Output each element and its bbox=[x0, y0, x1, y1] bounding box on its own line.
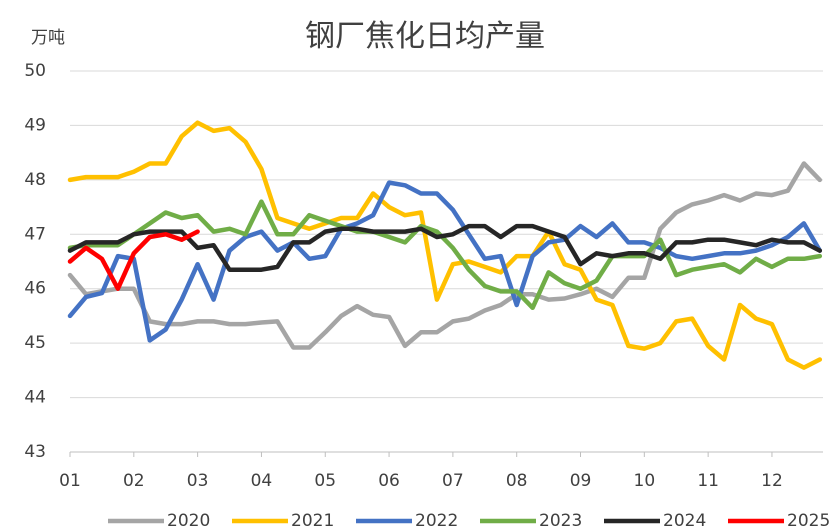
chart-title: 钢厂焦化日均产量 bbox=[305, 19, 545, 54]
x-tick-label: 11 bbox=[697, 471, 719, 491]
x-tick-label: 07 bbox=[442, 471, 464, 491]
x-tick-label: 05 bbox=[314, 471, 336, 491]
legend-label: 2024 bbox=[663, 511, 706, 528]
series-line bbox=[67, 199, 823, 311]
x-tick-label: 01 bbox=[59, 471, 81, 491]
y-tick-label: 46 bbox=[24, 279, 46, 299]
x-tick-label: 08 bbox=[506, 471, 528, 491]
x-tick-label: 10 bbox=[634, 471, 656, 491]
y-tick-label: 49 bbox=[24, 115, 46, 135]
x-tick-label: 06 bbox=[378, 471, 400, 491]
y-tick-label: 43 bbox=[24, 442, 46, 462]
y-tick-label: 48 bbox=[24, 170, 46, 190]
x-tick-label: 04 bbox=[251, 471, 273, 491]
x-tick-label: 09 bbox=[570, 471, 592, 491]
x-tick-label: 03 bbox=[187, 471, 209, 491]
legend-label: 2025 bbox=[787, 511, 830, 528]
legend-label: 2023 bbox=[539, 511, 582, 528]
x-tick-label: 12 bbox=[761, 471, 783, 491]
y-axis-label: 万吨 bbox=[31, 28, 65, 48]
y-tick-label: 44 bbox=[24, 388, 46, 408]
legend-label: 2020 bbox=[167, 511, 210, 528]
legend-label: 2021 bbox=[291, 511, 334, 528]
x-tick-label: 02 bbox=[123, 471, 145, 491]
legend-label: 2022 bbox=[415, 511, 458, 528]
series-line bbox=[67, 229, 200, 291]
y-tick-label: 47 bbox=[24, 224, 46, 244]
y-tick-label: 50 bbox=[24, 61, 46, 81]
series-line bbox=[67, 223, 823, 272]
y-tick-label: 45 bbox=[24, 333, 46, 353]
series-line bbox=[67, 120, 823, 370]
series-line bbox=[67, 161, 823, 350]
series-line bbox=[67, 180, 823, 343]
